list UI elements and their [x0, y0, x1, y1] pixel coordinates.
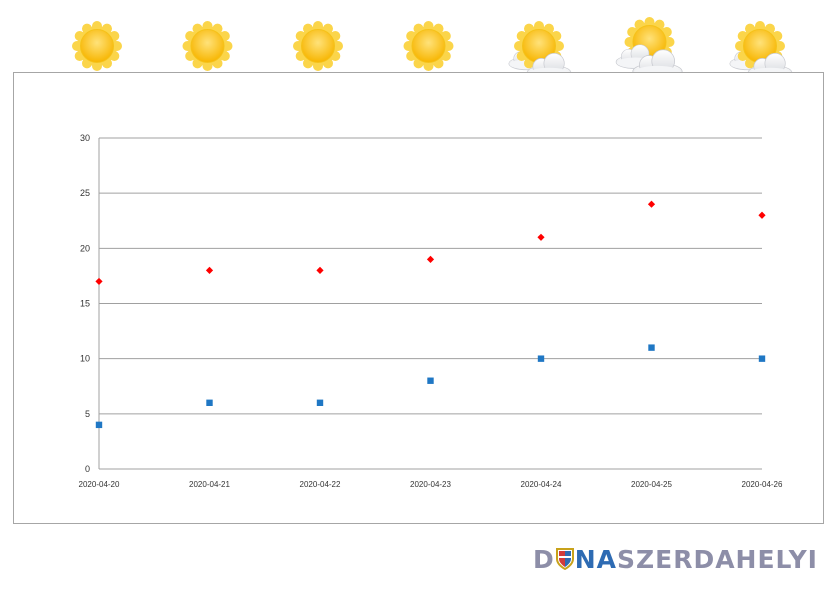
data-point-square [648, 344, 655, 351]
weather-forecast-row [0, 0, 840, 100]
sun-behind-clouds-icon [615, 17, 683, 96]
x-tick-label: 2020-04-26 [742, 480, 783, 489]
data-point-diamond [95, 277, 103, 286]
logo-text-start: D [532, 544, 555, 574]
logo-text-highlight: NA [574, 544, 617, 574]
sun-icon [181, 21, 234, 96]
data-point-diamond [537, 233, 545, 241]
y-tick-label: 0 [85, 464, 90, 474]
data-point-square [316, 399, 324, 406]
y-tick-label: 5 [85, 409, 90, 419]
series-0 [95, 200, 766, 286]
temperature-chart: 0 5 10 15 20 25 30 2020-04-20 2020-04-21 2020-04-… [79, 133, 783, 489]
y-tick-label: 10 [80, 354, 90, 364]
chart-frame: 0 5 10 15 20 25 30 2020-04-20 2020-04-21 2020-04-… [13, 72, 824, 524]
site-logo[interactable]: D NA SZERDAHELYI [533, 541, 818, 577]
data-point-square [95, 421, 103, 429]
x-tick-label: 2020-04-24 [521, 480, 562, 489]
data-point-diamond [316, 266, 324, 274]
crest-icon [555, 548, 574, 570]
data-point-square [206, 399, 213, 406]
logo-text-end: SZERDAHELYI [616, 544, 818, 574]
x-tick-label: 2020-04-25 [631, 480, 672, 489]
y-tick-label: 15 [80, 299, 90, 309]
y-tick-label: 20 [80, 243, 90, 253]
x-tick-label: 2020-04-20 [79, 480, 120, 489]
sun-icon [71, 21, 123, 96]
sun-icon [292, 21, 344, 96]
data-point-square [427, 377, 434, 384]
x-tick-label: 2020-04-23 [410, 480, 451, 489]
sun-icon [402, 21, 455, 96]
data-point-square [758, 355, 766, 362]
data-point-diamond [758, 211, 766, 219]
data-point-diamond [426, 255, 435, 263]
y-tick-label: 30 [80, 133, 90, 143]
series-1 [95, 344, 766, 429]
x-tick-label: 2020-04-22 [300, 480, 341, 489]
data-point-square [537, 355, 545, 362]
weather-icons-svg [71, 17, 793, 96]
data-point-diamond [205, 266, 214, 274]
y-tick-label: 25 [80, 188, 90, 198]
data-point-diamond [647, 200, 656, 208]
x-tick-label: 2020-04-21 [189, 480, 230, 489]
